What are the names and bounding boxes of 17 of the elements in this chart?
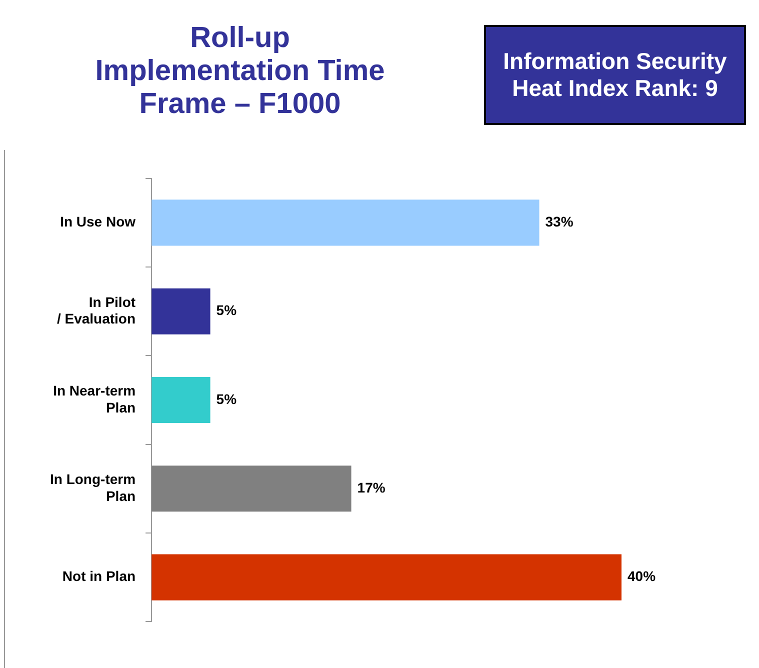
data-label: 17%: [357, 480, 386, 496]
y-tick-label: In Pilot / Evaluation: [56, 294, 136, 327]
y-tick-label: In Use Now: [60, 214, 136, 230]
y-tick-label: Not in Plan: [62, 568, 136, 584]
y-tick-label: In Long-term Plan: [50, 471, 136, 504]
bar: [152, 554, 622, 600]
data-label: 5%: [216, 390, 238, 407]
data-label: 40%: [628, 568, 656, 584]
chart-title: Roll-up Implementation Time Frame – F1000: [94, 22, 386, 121]
bar: [152, 376, 210, 424]
data-label: 5%: [216, 302, 238, 318]
bar: [152, 466, 352, 512]
bar: [152, 200, 540, 246]
bar: [152, 288, 210, 334]
y-tick-label: In Near-term Plan: [53, 382, 136, 416]
text: Information Security Heat Index Rank: 9: [484, 25, 746, 125]
data-label: 33%: [545, 214, 574, 230]
